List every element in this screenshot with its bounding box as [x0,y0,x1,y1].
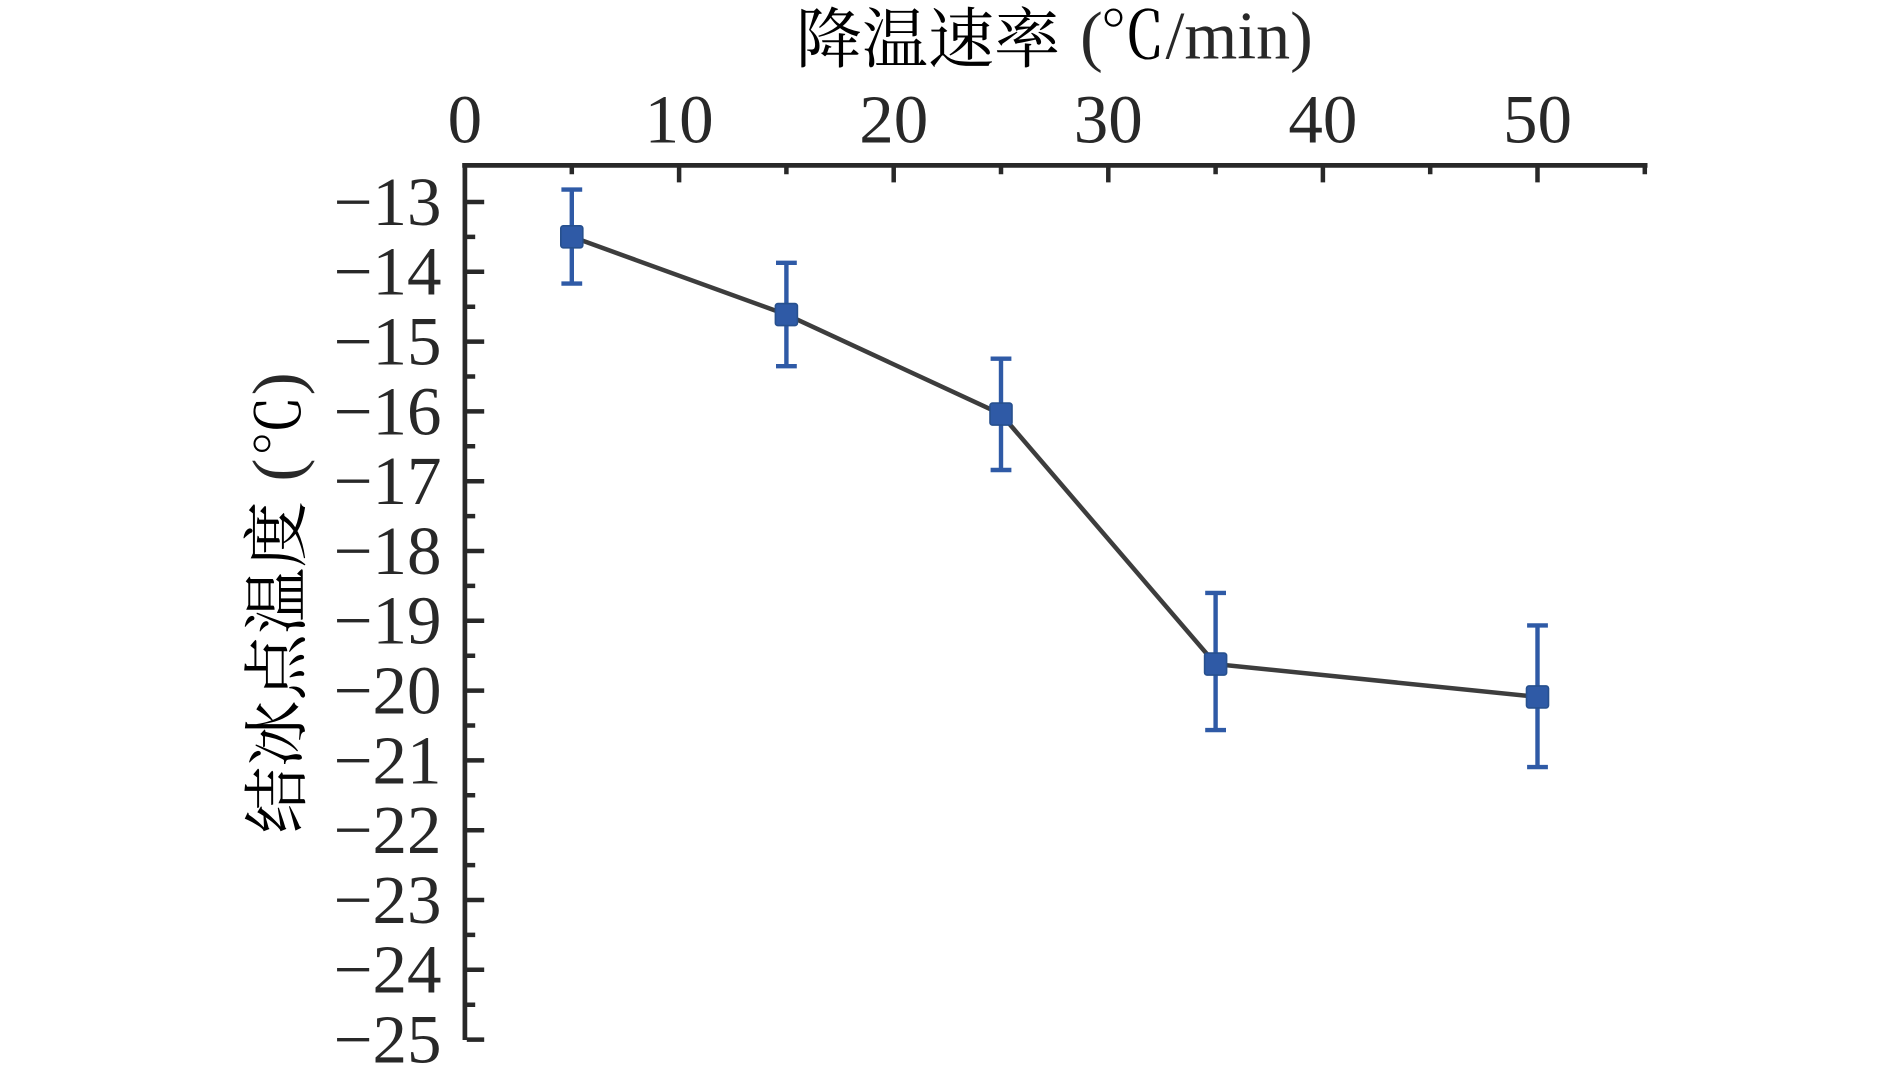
svg-text:−15: −15 [334,304,442,380]
svg-text:/min): /min) [1166,0,1313,74]
svg-text:30: 30 [1074,82,1143,158]
svg-text:−19: −19 [334,583,442,659]
svg-text:−21: −21 [334,722,442,798]
svg-text:−25: −25 [334,1002,442,1078]
svg-text:−23: −23 [334,862,442,938]
svg-text:−24: −24 [334,932,442,1008]
svg-text:50: 50 [1503,82,1572,158]
svg-text:20: 20 [859,82,928,158]
svg-text:0: 0 [448,82,483,158]
svg-text:−18: −18 [334,513,442,589]
svg-text:): ) [239,372,315,395]
svg-text:40: 40 [1288,82,1357,158]
svg-text:10: 10 [645,82,714,158]
svg-text:−17: −17 [334,443,442,519]
svg-text:−13: −13 [334,164,442,240]
svg-text:−20: −20 [334,653,442,729]
svg-text:(: ( [239,459,315,482]
svg-text:−14: −14 [334,234,442,310]
svg-text:−22: −22 [334,792,442,868]
svg-text:−16: −16 [334,373,442,449]
svg-text:(: ( [1080,0,1103,74]
